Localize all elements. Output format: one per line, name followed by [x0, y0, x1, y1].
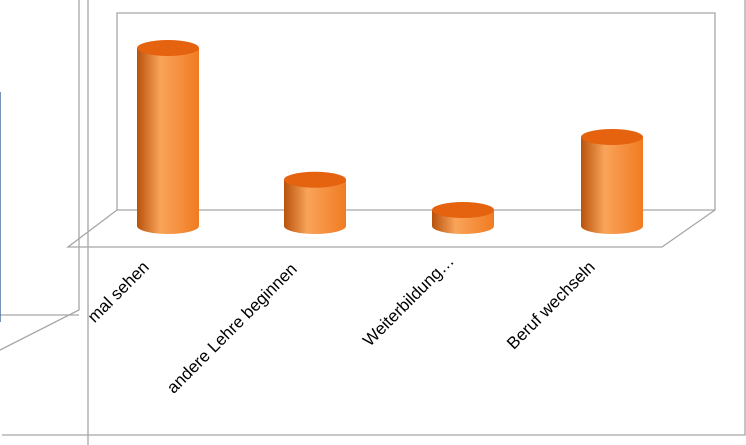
floor: [66, 209, 716, 248]
bar-body-1: [137, 48, 199, 234]
category-label-3: Weiterbildung…: [359, 251, 458, 350]
bar-series: [137, 40, 643, 234]
bar-top-2: [284, 171, 346, 188]
bar-body-4: [581, 137, 643, 234]
bar-top-3: [432, 201, 494, 218]
category-labels: mal sehen andere Lehre beginnen Weiterbild…: [84, 251, 599, 397]
category-label-1: mal sehen: [84, 257, 153, 326]
category-label-4: Beruf wechseln: [503, 257, 599, 353]
adjacent-chart-frame: [0, 0, 80, 351]
bar-top-1: [137, 40, 199, 56]
category-label-2: andere Lehre beginnen: [163, 259, 301, 397]
bar-3: [432, 201, 494, 234]
bar-4: [581, 129, 643, 234]
bar-2: [284, 171, 346, 234]
bar-top-4: [581, 129, 643, 145]
bar-body-2: [284, 179, 346, 234]
plot-area: [66, 12, 716, 248]
chart-area-border: [2, 0, 746, 436]
bar-1: [137, 40, 199, 234]
